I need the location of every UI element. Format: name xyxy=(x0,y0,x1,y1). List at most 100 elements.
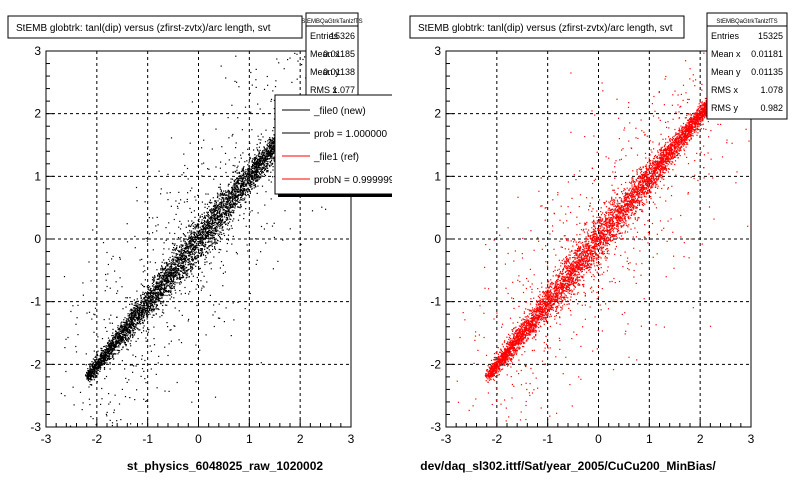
left-scatter-point xyxy=(87,374,90,376)
left-scatter-point xyxy=(221,207,223,209)
left-scatter-point xyxy=(186,252,188,254)
left-scatter-point xyxy=(208,249,210,251)
left-scatter-point xyxy=(239,176,241,178)
left-scatter-point xyxy=(125,345,127,347)
left-scatter-point xyxy=(257,154,259,156)
left-scatter-point xyxy=(121,328,123,330)
left-scatter-point xyxy=(123,319,125,321)
left-scatter-point xyxy=(228,209,230,211)
left-scatter-point xyxy=(165,280,167,282)
left-scatter-point xyxy=(157,293,159,296)
left-scatter-point xyxy=(237,179,239,181)
left-scatter-point xyxy=(166,263,168,265)
left-scatter-point xyxy=(219,240,221,243)
left-scatter-point xyxy=(167,199,169,201)
left-scatter-point xyxy=(191,230,193,232)
left-scatter-point xyxy=(140,300,142,302)
left-scatter-point xyxy=(226,228,228,230)
left-scatter-point xyxy=(271,139,273,141)
left-scatter-point xyxy=(118,329,120,331)
left-scatter-point xyxy=(266,147,268,149)
left-scatter-point xyxy=(229,204,232,206)
left-scatter-point xyxy=(183,249,186,251)
left-scatter-point xyxy=(278,62,280,64)
left-scatter-point xyxy=(271,142,273,144)
left-scatter-point xyxy=(201,222,203,224)
left-scatter-point xyxy=(183,238,185,240)
left-scatter-point xyxy=(249,156,251,158)
left-scatter-point xyxy=(192,236,194,238)
left-scatter-point xyxy=(213,178,215,180)
left-scatter-point xyxy=(152,289,154,291)
left-scatter-point xyxy=(234,165,236,167)
left-scatter-point xyxy=(272,142,274,144)
left-scatter-point xyxy=(254,184,256,186)
left-scatter-point xyxy=(172,263,174,265)
left-scatter-point xyxy=(251,178,253,180)
left-scatter-point xyxy=(180,251,182,253)
left-scatter-point xyxy=(93,369,95,371)
left-scatter-point xyxy=(226,191,228,193)
left-scatter-point xyxy=(139,309,141,311)
left-scatter-point xyxy=(271,137,273,139)
left-scatter-point xyxy=(168,390,170,392)
left-scatter-point xyxy=(231,186,233,188)
left-scatter-point xyxy=(272,158,274,160)
left-scatter-point xyxy=(113,349,115,351)
left-scatter-point xyxy=(251,129,253,131)
left-scatter-point xyxy=(183,153,185,155)
left-scatter-point xyxy=(205,226,207,228)
left-scatter-point xyxy=(207,211,209,213)
left-scatter-point xyxy=(99,366,101,368)
left-scatter-point xyxy=(172,260,174,263)
left-scatter-point xyxy=(128,324,130,326)
left-scatter-point xyxy=(190,236,192,238)
left-scatter-point xyxy=(178,260,180,262)
left-scatter-point xyxy=(94,314,96,316)
left-scatter-point xyxy=(111,424,113,427)
left-scatter-point xyxy=(176,256,179,258)
left-scatter-point xyxy=(204,235,206,237)
left-scatter-point xyxy=(135,325,137,327)
left-scatter-point xyxy=(150,288,152,290)
left-scatter-point xyxy=(109,344,111,346)
left-scatter-point xyxy=(236,81,238,83)
left-scatter-point xyxy=(224,271,226,273)
left-scatter-point xyxy=(253,179,255,181)
left-scatter-point xyxy=(217,209,219,211)
left-scatter-point xyxy=(264,165,266,167)
left-scatter-point xyxy=(126,331,128,333)
left-scatter-point xyxy=(228,216,230,218)
left-scatter-point xyxy=(134,309,136,311)
left-scatter-point xyxy=(252,172,254,174)
left-scatter-point xyxy=(157,298,159,300)
left-scatter-point xyxy=(209,240,211,242)
left-scatter-point xyxy=(228,198,230,200)
left-scatter-point xyxy=(164,277,167,279)
left-scatter-point xyxy=(223,232,225,235)
left-scatter-point xyxy=(109,353,111,356)
left-scatter-point xyxy=(195,232,197,234)
left-scatter-point xyxy=(272,138,274,140)
left-scatter-point xyxy=(142,327,144,329)
left-scatter-point xyxy=(122,338,124,340)
left-scatter-point xyxy=(167,277,169,279)
left-scatter-point xyxy=(96,366,98,369)
left-scatter-point xyxy=(287,59,289,61)
left-scatter-point xyxy=(138,313,140,315)
left-scatter-point xyxy=(273,158,275,160)
left-scatter-point xyxy=(249,157,252,159)
left-scatter-point xyxy=(122,346,124,348)
left-scatter-point xyxy=(259,173,261,175)
left-scatter-point xyxy=(143,265,145,267)
left-scatter-point xyxy=(91,364,93,366)
left-scatter-point xyxy=(241,182,244,184)
left-scatter-point xyxy=(260,169,262,171)
left-scatter-point xyxy=(181,272,184,274)
left-scatter-point xyxy=(111,353,113,355)
left-scatter-point xyxy=(116,334,118,336)
left-scatter-point xyxy=(161,269,163,271)
left-scatter-point xyxy=(263,146,265,148)
left-scatter-point xyxy=(201,244,203,246)
left-scatter-point xyxy=(89,381,91,383)
